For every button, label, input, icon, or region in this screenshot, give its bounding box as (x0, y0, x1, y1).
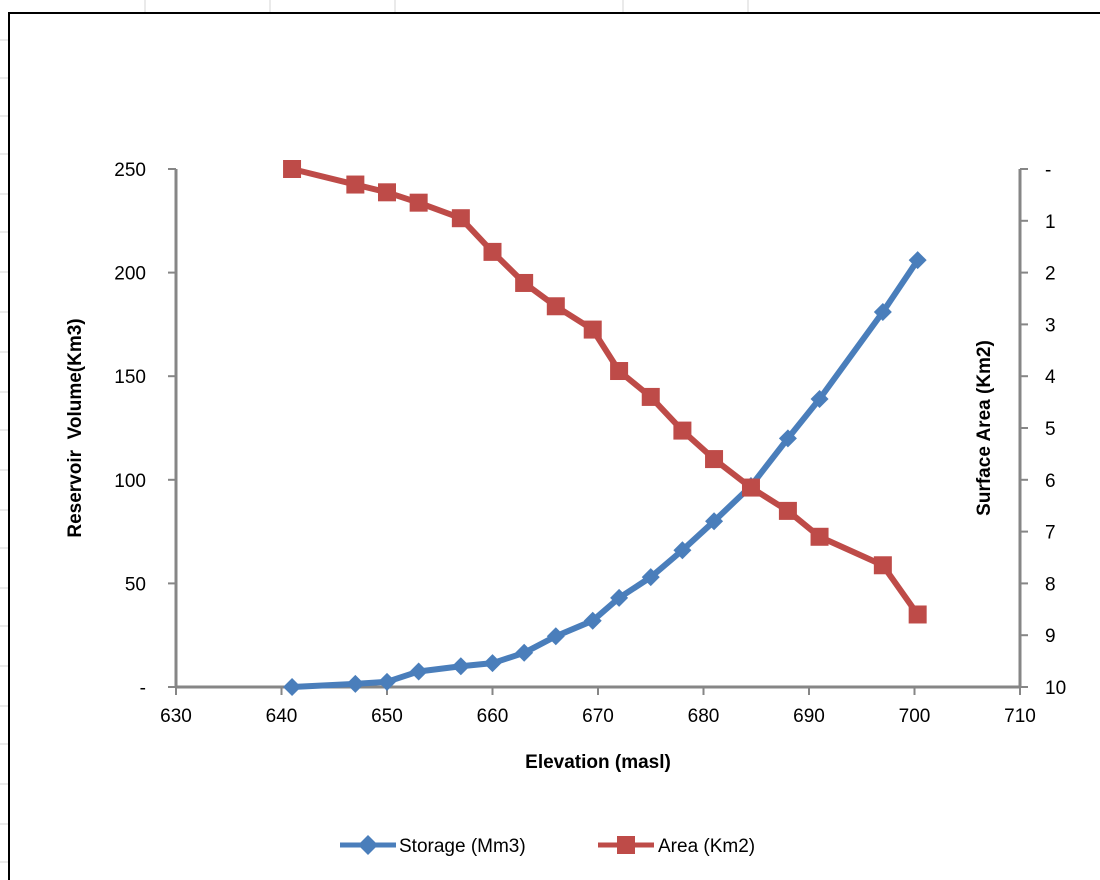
legend-label-area: Area (Km2) (658, 836, 755, 857)
data-point-square[interactable] (778, 501, 797, 520)
x-tick-label: 630 (160, 706, 192, 727)
data-point-diamond[interactable] (546, 627, 565, 646)
data-point-diamond[interactable] (515, 643, 534, 662)
legend-marker-diamond (358, 835, 378, 855)
data-point-square[interactable] (378, 183, 396, 202)
data-point-square[interactable] (483, 242, 502, 261)
chart-area[interactable] (8, 12, 1100, 880)
data-point-square[interactable] (451, 209, 470, 228)
series-area (283, 160, 927, 624)
x-tick-label: 700 (899, 706, 931, 727)
y-left-tick-label: 150 (114, 367, 146, 388)
series-line (289, 257, 921, 690)
y-left-tick-label: 50 (125, 574, 146, 595)
data-point-square[interactable] (810, 527, 829, 546)
axes (174, 169, 1022, 689)
legend-item-storage[interactable]: Storage (Mm3) (340, 835, 526, 857)
y-left-tick-label: 100 (114, 471, 146, 492)
y-right-tick-label: 2 (1045, 264, 1056, 285)
y-right-tick-label: 4 (1045, 367, 1056, 388)
data-point-square[interactable] (705, 450, 724, 469)
data-point-diamond[interactable] (908, 251, 927, 270)
data-point-diamond[interactable] (346, 674, 365, 693)
tick-labels: 630 640 650 660 670 680 690 700 710-501001502002… (114, 160, 1066, 727)
x-tick-label: 680 (688, 706, 720, 727)
data-point-diamond[interactable] (583, 611, 602, 630)
x-tick-label: 660 (477, 706, 509, 727)
y-left-tick-label: - (140, 678, 146, 699)
series (283, 160, 927, 696)
data-point-diamond[interactable] (705, 512, 724, 531)
y-right-tick-label: 1 (1045, 212, 1056, 233)
data-point-square[interactable] (583, 320, 602, 339)
x-tick-label: 710 (1004, 706, 1036, 727)
y-right-tick-label: 10 (1045, 678, 1066, 699)
data-point-square[interactable] (873, 556, 892, 575)
y-right-tick-label: 5 (1045, 419, 1056, 440)
x-axis-title: Elevation (masl) (525, 752, 671, 773)
data-point-square[interactable] (283, 160, 302, 178)
data-point-diamond[interactable] (283, 678, 302, 696)
y-axis-left-title: Reservoir Volume(Km3) (65, 318, 86, 537)
data-point-diamond[interactable] (641, 568, 660, 587)
y-left-tick-label: 200 (114, 264, 146, 285)
series-storage (283, 251, 927, 696)
y-right-tick-label: - (1045, 160, 1051, 181)
x-tick-label: 670 (582, 706, 614, 727)
x-tick-label: 690 (793, 706, 825, 727)
data-point-square[interactable] (515, 273, 534, 292)
data-point-diamond[interactable] (409, 662, 428, 681)
y-axis-right-title: Surface Area (Km2) (974, 340, 995, 516)
data-point-diamond[interactable] (378, 672, 396, 691)
data-point-square[interactable] (741, 478, 760, 497)
y-left-tick-label: 250 (114, 160, 146, 181)
data-point-square[interactable] (546, 297, 565, 316)
data-point-square[interactable] (641, 387, 660, 406)
data-point-square[interactable] (346, 175, 365, 194)
data-point-diamond[interactable] (778, 429, 797, 448)
legend-marker-square (617, 836, 635, 854)
x-tick-label: 640 (266, 706, 298, 727)
data-point-diamond[interactable] (873, 302, 892, 321)
legend-label-storage: Storage (Mm3) (399, 836, 526, 857)
data-point-square[interactable] (610, 362, 629, 381)
data-point-diamond[interactable] (810, 389, 829, 408)
legend-item-area[interactable]: Area (Km2) (598, 836, 755, 857)
y-right-tick-label: 8 (1045, 574, 1056, 595)
y-right-tick-label: 9 (1045, 626, 1056, 647)
data-point-square[interactable] (409, 193, 428, 212)
data-point-diamond[interactable] (483, 654, 502, 673)
data-point-square[interactable] (673, 421, 692, 440)
y-right-tick-label: 6 (1045, 471, 1056, 492)
legend: Storage (Mm3) Area (Km2) (340, 835, 755, 857)
data-point-diamond[interactable] (610, 588, 629, 607)
tick-marks (168, 168, 1028, 695)
data-point-square[interactable] (908, 605, 927, 624)
data-point-diamond[interactable] (451, 657, 470, 676)
y-right-tick-label: 3 (1045, 315, 1056, 336)
data-point-diamond[interactable] (673, 541, 692, 560)
y-right-tick-label: 7 (1045, 523, 1056, 544)
x-tick-label: 650 (371, 706, 403, 727)
